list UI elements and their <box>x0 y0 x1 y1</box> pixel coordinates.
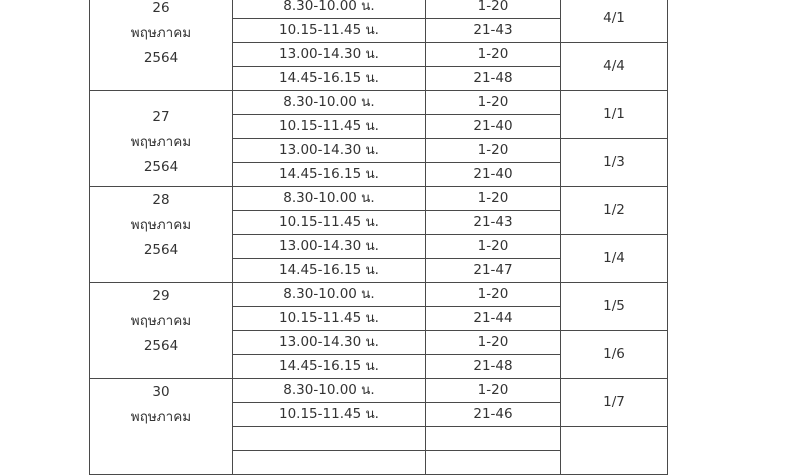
date-cell: 30 พฤษภาคม <box>89 378 233 475</box>
table-row: 29 พฤษภาคม 2564 8.30-10.00 น. 1-20 1/5 <box>89 282 668 379</box>
table-row: 10.15-11.45 น. 21-43 <box>90 210 668 235</box>
time-cell: 14.45-16.15 น. <box>232 66 426 91</box>
seat-range-cell: 1-20 <box>425 330 561 355</box>
table-row: 27 พฤษภาคม 2564 8.30-10.00 น. 1-20 1/1 <box>89 90 668 187</box>
table-row: 10.15-11.45 น. 21-43 <box>90 18 668 43</box>
exam-schedule-table: 26 พฤษภาคม 2564 8.30-10.00 น. 1-20 4/1 10.15-1… <box>89 0 668 475</box>
time-cell: 8.30-10.00 น. <box>232 90 426 115</box>
class-cell: 1/6 <box>560 330 668 379</box>
time-cell: 10.15-11.45 น. <box>232 402 426 427</box>
table-row: 10.15-11.45 น. 21-46 <box>90 402 668 427</box>
class-cell: 1/3 <box>560 138 668 187</box>
table-row: 14.45-16.15 น. 21-40 <box>90 162 668 187</box>
seat-range-cell: 1-20 <box>425 138 561 163</box>
seat-range-cell: 21-48 <box>425 66 561 91</box>
time-cell: 13.00-14.30 น. <box>232 330 426 355</box>
class-cell: 1/2 <box>560 186 668 235</box>
time-cell: 8.30-10.00 น. <box>232 0 426 19</box>
date-month: พฤษภาคม <box>130 409 192 425</box>
table-row: 14.45-16.15 น. 21-47 <box>90 258 668 283</box>
date-day: 29 <box>152 288 170 304</box>
class-cell: 1/1 <box>560 90 668 139</box>
date-month: พฤษภาคม <box>130 313 192 329</box>
seat-range-cell: 21-43 <box>425 210 561 235</box>
time-cell: 10.15-11.45 น. <box>232 114 426 139</box>
seat-range-cell <box>425 450 561 475</box>
table-row: 13.00-14.30 น. 1-20 1/3 <box>90 138 668 187</box>
table-row: 26 พฤษภาคม 2564 8.30-10.00 น. 1-20 4/1 <box>89 0 668 91</box>
seat-range-cell: 21-46 <box>425 402 561 427</box>
seat-range-cell: 21-47 <box>425 258 561 283</box>
seat-range-cell: 1-20 <box>425 186 561 211</box>
seat-range-cell: 1-20 <box>425 0 561 19</box>
date-cell: 26 พฤษภาคม 2564 <box>89 0 233 91</box>
time-cell: 10.15-11.45 น. <box>232 210 426 235</box>
seat-range-cell: 21-44 <box>425 306 561 331</box>
time-cell: 13.00-14.30 น. <box>232 234 426 259</box>
table-row: 28 พฤษภาคม 2564 8.30-10.00 น. 1-20 1/2 <box>89 186 668 283</box>
time-cell: 13.00-14.30 น. <box>232 138 426 163</box>
seat-range-cell: 1-20 <box>425 42 561 67</box>
class-cell: 1/7 <box>560 378 668 427</box>
date-day: 30 <box>152 384 170 400</box>
class-cell: 4/4 <box>560 42 668 91</box>
seat-range-cell: 1-20 <box>425 90 561 115</box>
time-cell: 14.45-16.15 น. <box>232 162 426 187</box>
date-cell: 27 พฤษภาคม 2564 <box>89 90 233 187</box>
time-cell: 13.00-14.30 น. <box>232 42 426 67</box>
time-cell: 8.30-10.00 น. <box>232 186 426 211</box>
date-month: พฤษภาคม <box>130 217 192 233</box>
seat-range-cell: 1-20 <box>425 234 561 259</box>
table-row: 30 พฤษภาคม 8.30-10.00 น. 1-20 1/7 <box>89 378 668 475</box>
date-day: 27 <box>152 109 170 125</box>
seat-range-cell: 21-48 <box>425 354 561 379</box>
time-cell: 14.45-16.15 น. <box>232 354 426 379</box>
time-cell: 10.15-11.45 น. <box>232 306 426 331</box>
time-cell: 8.30-10.00 น. <box>232 378 426 403</box>
time-cell <box>232 450 426 475</box>
table-row: 14.45-16.15 น. 21-48 <box>90 354 668 379</box>
seat-range-cell: 1-20 <box>425 282 561 307</box>
time-cell: 8.30-10.00 น. <box>232 282 426 307</box>
date-day: 26 <box>152 0 170 16</box>
seat-range-cell: 1-20 <box>425 378 561 403</box>
date-month: พฤษภาคม <box>130 134 192 150</box>
date-cell: 29 พฤษภาคม 2564 <box>89 282 233 379</box>
time-cell: 10.15-11.45 น. <box>232 18 426 43</box>
seat-range-cell: 21-40 <box>425 114 561 139</box>
date-cell: 28 พฤษภาคม 2564 <box>89 186 233 283</box>
class-cell: 1/4 <box>560 234 668 283</box>
table-row: 13.00-14.30 น. 1-20 4/4 <box>90 42 668 91</box>
date-year: 2564 <box>143 242 179 258</box>
seat-range-cell <box>425 426 561 451</box>
date-year: 2564 <box>143 50 179 66</box>
table-row: 13.00-14.30 น. 1-20 1/6 <box>90 330 668 379</box>
table-row: 10.15-11.45 น. 21-40 <box>90 114 668 139</box>
time-cell: 14.45-16.15 น. <box>232 258 426 283</box>
date-year: 2564 <box>143 338 179 354</box>
table-row: 13.00-14.30 น. 1-20 1/4 <box>90 234 668 283</box>
seat-range-cell: 21-43 <box>425 18 561 43</box>
class-cell: 1/5 <box>560 282 668 331</box>
time-cell <box>232 426 426 451</box>
date-day: 28 <box>152 192 170 208</box>
class-cell: 4/1 <box>560 0 668 43</box>
date-month: พฤษภาคม <box>130 25 192 41</box>
table-row: 14.45-16.15 น. 21-48 <box>90 66 668 91</box>
class-cell <box>560 426 668 475</box>
date-year: 2564 <box>143 159 179 175</box>
seat-range-cell: 21-40 <box>425 162 561 187</box>
